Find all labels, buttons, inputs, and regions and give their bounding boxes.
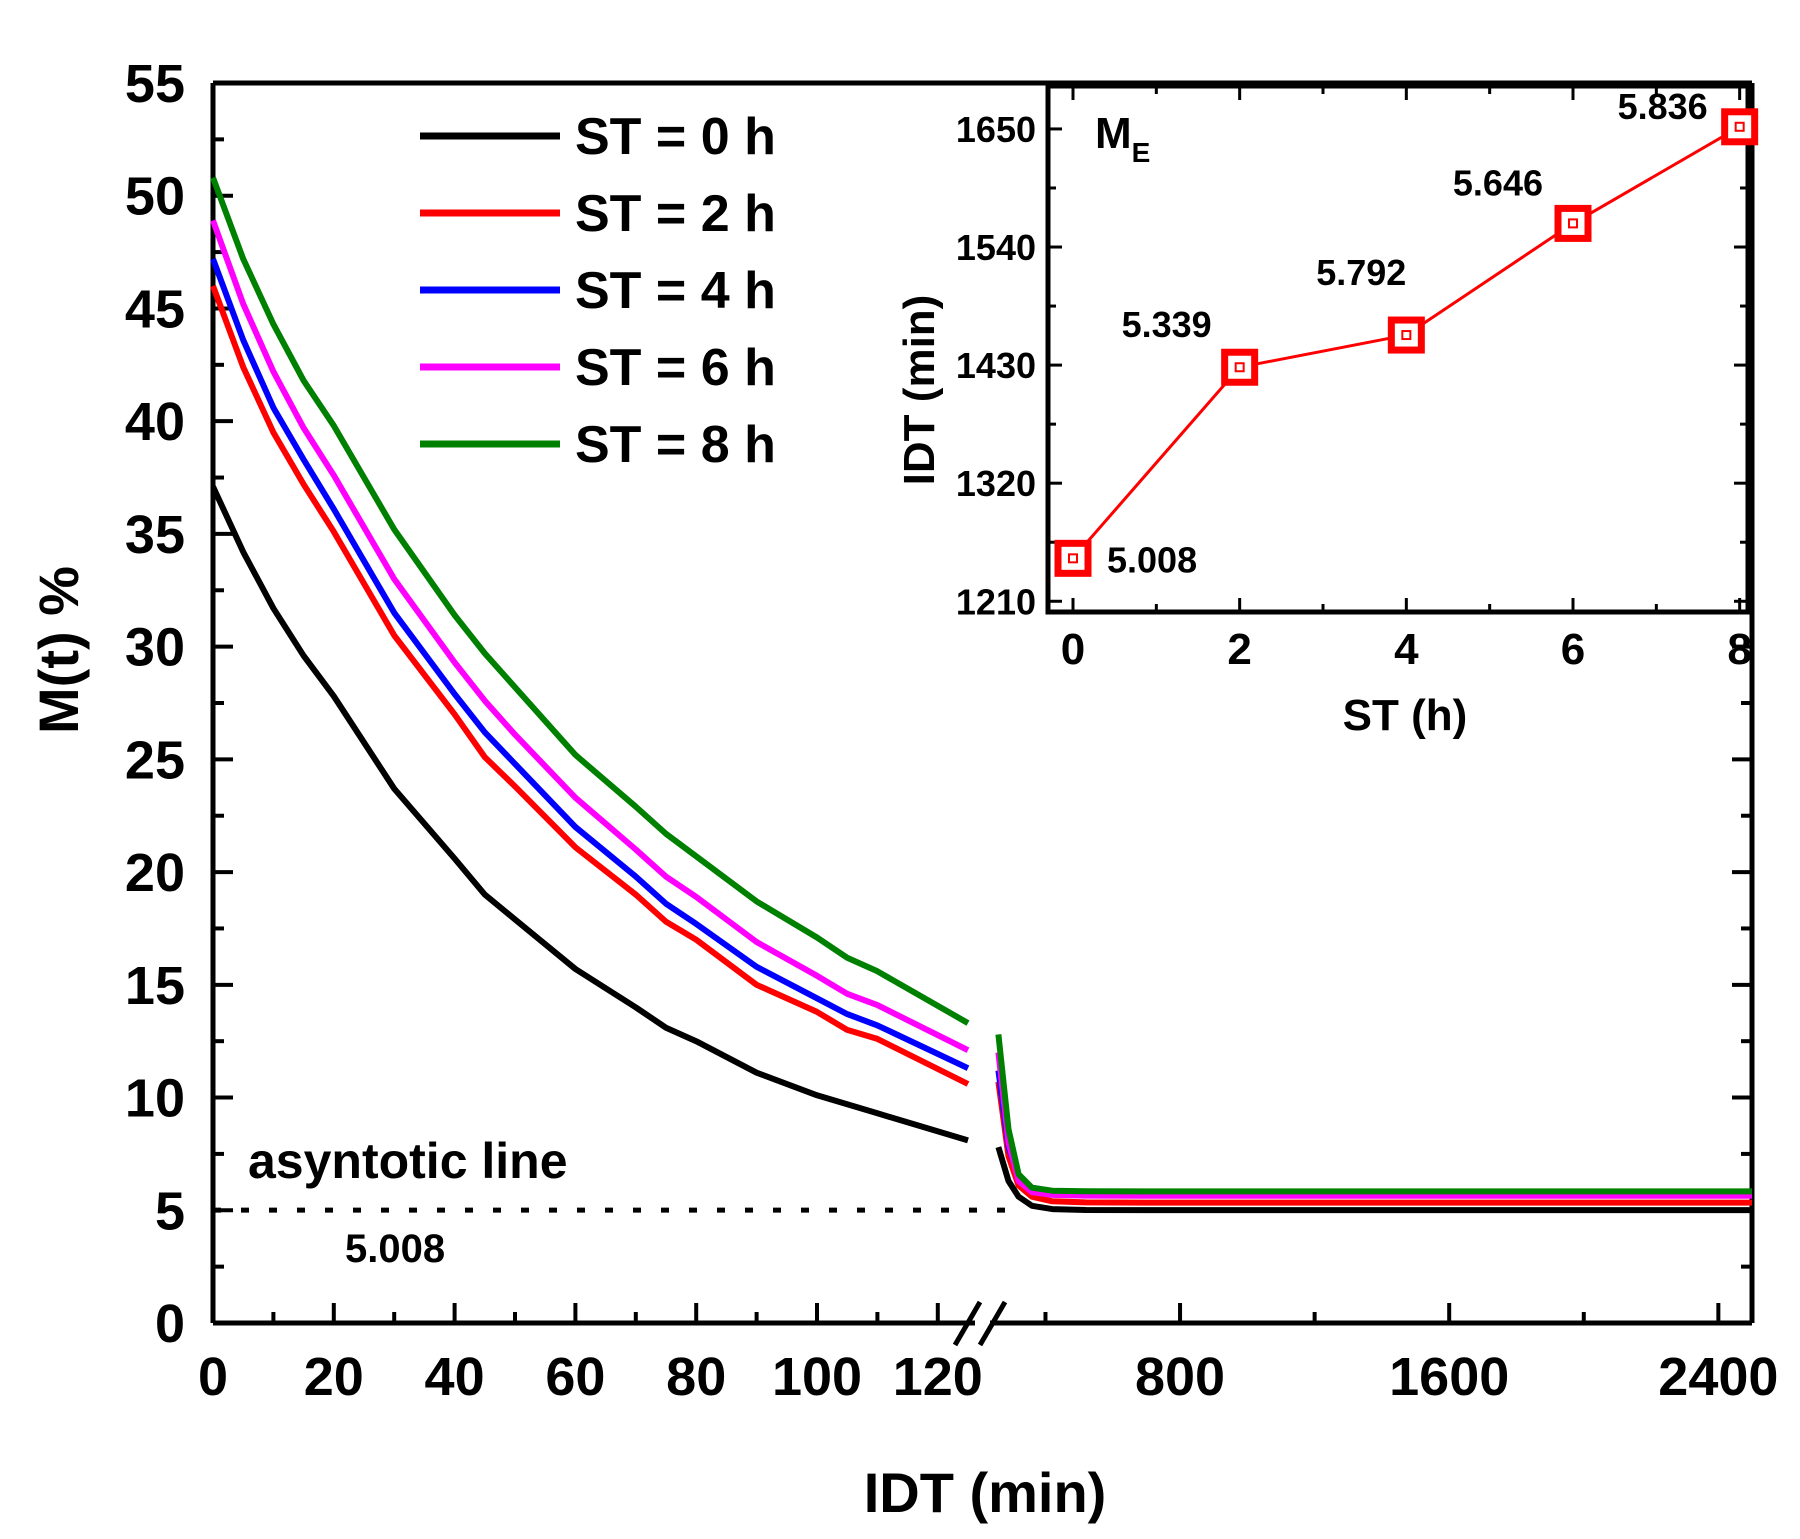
inset-data-label: 5.008: [1107, 539, 1197, 580]
legend-label: ST = 0 h: [575, 108, 776, 166]
series-line-st-2-right: [995, 1070, 1752, 1196]
legend-label: ST = 6 h: [575, 339, 776, 397]
x-tick-label: 2400: [1658, 1347, 1778, 1407]
series-line-st-3-right: [995, 1052, 1752, 1199]
legend-label: ST = 8 h: [575, 416, 776, 474]
x-tick-label: 20: [304, 1347, 364, 1407]
inset-x-tick-label: 8: [1727, 625, 1751, 674]
inset-x-tick-label: 6: [1561, 625, 1585, 674]
legend: ST = 0 h ST = 2 h ST = 4 h ST = 6 h ST = 8 h: [420, 108, 776, 474]
inset-x-tick-label: 0: [1061, 625, 1085, 674]
inset-x-tick-label: 4: [1394, 625, 1419, 674]
y-axis-title: M(t) %: [27, 566, 90, 734]
series-line-st-1-right: [995, 1081, 1752, 1206]
inset-chart: 1210 1320 1430 1540 1650 0 2 4 6 8 ST (h) IDT (min)…: [895, 83, 1759, 740]
y-tick-label: 15: [125, 956, 185, 1016]
asymptotic-line-label: asyntotic line: [248, 1133, 568, 1189]
inset-marker-center: [1568, 218, 1578, 229]
inset-y-tick-label: 1540: [956, 227, 1036, 268]
y-tick-label: 5: [155, 1181, 185, 1241]
x-tick-label: 0: [198, 1347, 228, 1407]
x-tick-label: 100: [772, 1347, 862, 1407]
x-tick-label: 40: [425, 1347, 485, 1407]
x-axis-ticks: 0 20 40 60 80 100 120 800 1600 2400: [198, 1303, 1778, 1407]
x-tick-label: 1600: [1389, 1347, 1509, 1407]
inset-y-tick-label: 1430: [956, 345, 1036, 386]
legend-label: ST = 4 h: [575, 262, 776, 320]
series-line-st-1-left: [210, 284, 970, 1087]
axis-break-mark-1: [952, 1300, 983, 1347]
inset-y-axis-title: IDT (min): [895, 295, 944, 486]
legend-label: ST = 2 h: [575, 185, 776, 243]
inset-x-axis-title: ST (h): [1343, 691, 1468, 740]
axis-break-mark-2: [977, 1300, 1008, 1347]
inset-x-tick-label: 2: [1227, 625, 1251, 674]
inset-data-label: 5.339: [1122, 304, 1212, 345]
y-tick-label: 25: [125, 730, 185, 790]
inset-y-tick-label: 1650: [956, 109, 1036, 150]
x-tick-label: 800: [1135, 1347, 1225, 1407]
inset-y-tick-label: 1210: [956, 581, 1036, 622]
inset-marker-center: [1734, 121, 1745, 132]
y-tick-label: 30: [125, 618, 185, 678]
series-line-st-4-left: [210, 176, 970, 1026]
y-tick-label: 35: [125, 505, 185, 565]
y-tick-label: 40: [125, 392, 185, 452]
y-tick-label: 0: [155, 1294, 185, 1354]
inset-title-subscript: E: [1132, 137, 1151, 168]
inset-data-label: 5.646: [1453, 162, 1543, 203]
y-tick-label: 45: [125, 279, 185, 339]
inset-y-tick-label: 1320: [956, 463, 1036, 504]
x-tick-label: 60: [545, 1347, 605, 1407]
x-axis-title: IDT (min): [864, 1461, 1107, 1524]
series-group: [210, 176, 1752, 1214]
series-line-st-3-left: [210, 219, 970, 1053]
inset-marker-center: [1401, 330, 1412, 341]
inset-marker-center: [1234, 362, 1245, 373]
asymptotic-value-label: 5.008: [345, 1227, 445, 1271]
x-tick-label: 80: [666, 1347, 726, 1407]
inset-marker-center: [1068, 553, 1078, 564]
inset-title: ME: [1095, 109, 1150, 168]
x-tick-label: 120: [893, 1347, 983, 1407]
inset-title-main: M: [1095, 109, 1132, 158]
series-line-st-2-left: [210, 257, 970, 1071]
series-line-st-0-right: [995, 1146, 1752, 1214]
series-line-st-0-left: [210, 485, 969, 1144]
inset-data-label: 5.836: [1618, 86, 1708, 127]
y-tick-label: 10: [125, 1069, 185, 1129]
y-tick-label: 20: [125, 843, 185, 903]
y-tick-label: 55: [125, 54, 185, 114]
inset-data-label: 5.792: [1316, 252, 1406, 293]
series-line-st-4-right: [995, 1034, 1752, 1195]
y-tick-label: 50: [125, 167, 185, 227]
